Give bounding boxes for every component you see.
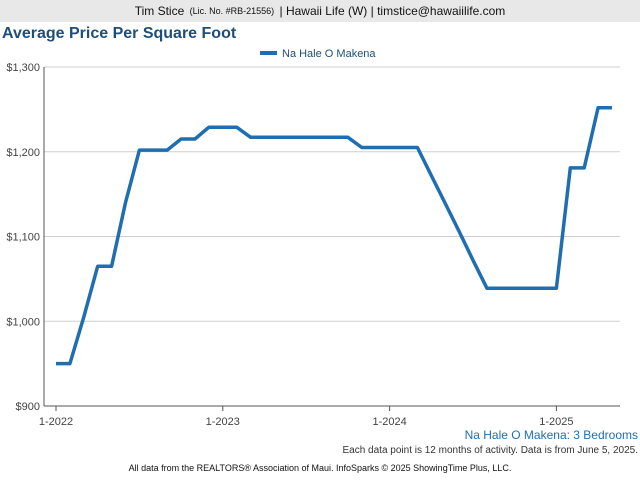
y-tick-label: $1,000 bbox=[6, 316, 40, 328]
license-number: (Lic. No. #RB-21556) bbox=[189, 6, 275, 16]
agent-name: Tim Stice bbox=[134, 4, 185, 18]
brokerage-and-email: | Hawaii Life (W) | timstice@hawaiilife.… bbox=[279, 4, 506, 18]
chart-title: Average Price Per Square Foot bbox=[2, 25, 237, 42]
series-line bbox=[56, 105, 612, 366]
data-source: All data from the REALTORS® Association … bbox=[128, 463, 512, 473]
x-tick-label: 1-2025 bbox=[539, 416, 573, 428]
legend-label: Na Hale O Makena bbox=[282, 48, 376, 60]
y-tick-label: $1,100 bbox=[6, 232, 40, 244]
y-tick-label: $900 bbox=[16, 401, 40, 413]
x-tick-label: 1-2024 bbox=[372, 416, 406, 428]
x-tick-label: 1-2023 bbox=[206, 416, 240, 428]
x-tick-label: 1-2022 bbox=[39, 416, 73, 428]
header-bar: Tim Stice (Lic. No. #RB-21556) | Hawaii … bbox=[0, 0, 640, 22]
data-footnote: Each data point is 12 months of activity… bbox=[342, 445, 638, 456]
series-layer bbox=[56, 105, 612, 366]
legend: Na Hale O Makena bbox=[260, 48, 376, 60]
y-tick-label: $1,300 bbox=[6, 62, 40, 74]
gridlines bbox=[44, 66, 620, 407]
y-tick-label: $1,200 bbox=[6, 147, 40, 159]
chart-subtitle: Na Hale O Makena: 3 Bedrooms bbox=[464, 428, 638, 442]
axes: $900 $1,000 $1,100 $1,200 $1,300 1-2022 1-2023… bbox=[6, 62, 573, 428]
